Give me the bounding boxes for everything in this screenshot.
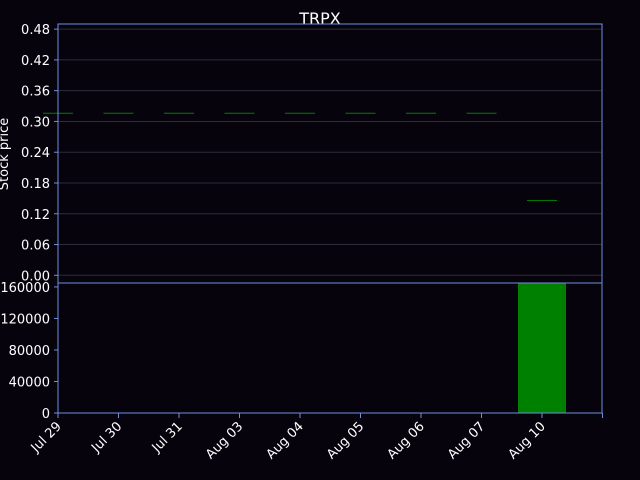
price-tick-label: 0.48 bbox=[21, 23, 50, 38]
candle-body bbox=[103, 112, 134, 114]
price-axis-label: Stock price bbox=[0, 118, 12, 190]
price-tick-label: 0.00 bbox=[21, 269, 50, 284]
volume-tick-label: 0 bbox=[42, 407, 50, 422]
price-tick-label: 0.12 bbox=[21, 208, 50, 223]
price-tick-label: 0.42 bbox=[21, 54, 50, 69]
price-tick-label: 0.30 bbox=[21, 115, 50, 130]
price-tick-label: 0.24 bbox=[21, 146, 50, 161]
price-tick-label: 0.18 bbox=[21, 177, 50, 192]
price-tick-label: 0.36 bbox=[21, 85, 50, 100]
candle-body bbox=[285, 112, 315, 114]
candle-body bbox=[224, 112, 255, 114]
candle-body bbox=[466, 112, 497, 114]
price-tick-label: 0.06 bbox=[21, 239, 50, 254]
volume-tick-label: 40000 bbox=[9, 375, 50, 390]
volume-tick-label: 160000 bbox=[0, 281, 50, 296]
volume-panel: 0 40000 80000 120000 160000 bbox=[0, 281, 603, 422]
candle-body bbox=[164, 112, 194, 114]
volume-axes-frame bbox=[57, 282, 603, 414]
candle-body bbox=[406, 112, 436, 114]
candle-body bbox=[527, 199, 557, 201]
candle-body bbox=[345, 112, 376, 114]
price-panel: 0.00 0.06 0.12 0.18 0.24 0.30 0.36 0.42 0.48 bbox=[21, 23, 603, 284]
volume-tick-label: 80000 bbox=[9, 344, 50, 359]
volume-tick-label: 120000 bbox=[0, 312, 50, 327]
chart-title: TRPX bbox=[298, 9, 341, 28]
volume-bar bbox=[518, 283, 566, 413]
